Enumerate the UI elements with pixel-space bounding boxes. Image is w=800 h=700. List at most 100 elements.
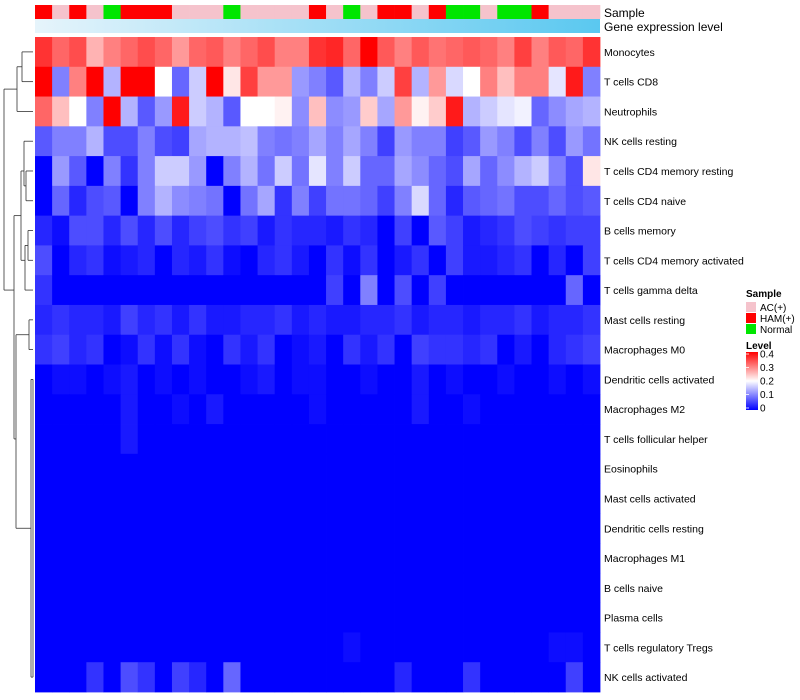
heatmap-cell <box>463 275 481 306</box>
heatmap-cell <box>531 96 550 127</box>
heatmap-cell <box>137 543 156 574</box>
heatmap-cell <box>103 572 122 604</box>
heatmap-cell <box>171 126 190 157</box>
heatmap-cell <box>445 662 464 693</box>
heatmap-cell <box>274 424 293 455</box>
heatmap-cell <box>35 185 53 217</box>
heatmap-cell <box>394 156 413 187</box>
heatmap-cell <box>308 96 327 127</box>
heatmap-cell <box>428 632 447 663</box>
heatmap-cell <box>257 304 276 336</box>
heatmap-cell <box>343 275 361 306</box>
heatmap-cell <box>223 632 241 663</box>
heatmap-cell <box>411 364 430 395</box>
heatmap-cell <box>35 245 53 276</box>
heatmap-cell <box>582 66 601 97</box>
heatmap-cell <box>206 632 224 663</box>
heatmap-cell <box>445 543 464 574</box>
heatmap-cell <box>69 602 87 633</box>
heatmap-cell <box>274 453 293 484</box>
heatmap-cell <box>291 483 310 514</box>
heatmap-cell <box>206 275 224 306</box>
heatmap-cell <box>69 66 87 97</box>
heatmap-cell <box>171 334 190 365</box>
heatmap-cell <box>257 126 276 157</box>
heatmap-cell <box>103 513 122 544</box>
heatmap-cell <box>69 453 87 484</box>
heatmap-cell <box>463 364 481 395</box>
heatmap-cell <box>86 572 104 604</box>
heatmap-cell <box>463 483 481 514</box>
heatmap-cell <box>463 424 481 455</box>
heatmap-cell <box>497 37 515 68</box>
sample-annotation-cell <box>565 5 584 19</box>
heatmap-cell <box>548 126 567 157</box>
sample-annotation-cell <box>154 5 173 19</box>
heatmap-cell <box>548 513 567 544</box>
heatmap-cell <box>206 185 224 217</box>
heatmap-cell <box>326 245 344 276</box>
heatmap-cell <box>326 304 344 336</box>
heatmap-cell <box>206 66 224 97</box>
heatmap-cell <box>103 96 122 127</box>
heatmap-cell <box>565 304 584 336</box>
sample-annotation-cell <box>35 5 53 19</box>
heatmap-cell <box>343 424 361 455</box>
heatmap-cell <box>497 453 515 484</box>
sample-legend-title: Sample <box>746 289 782 300</box>
heatmap-cell <box>240 602 258 633</box>
heatmap-cell <box>480 632 498 663</box>
heatmap-cell <box>411 662 430 693</box>
heatmap-cell <box>360 453 378 484</box>
heatmap-cell <box>308 424 327 455</box>
sample-annotation-cell <box>326 5 344 19</box>
heatmap-cell <box>171 96 190 127</box>
heatmap-cell <box>257 364 276 395</box>
heatmap-cell <box>360 126 378 157</box>
heatmap-cell <box>189 424 207 455</box>
sample-annotation-cell <box>463 5 481 19</box>
heatmap-cell <box>120 572 139 604</box>
heatmap-cell <box>171 156 190 187</box>
row-label: T cells regulatory Tregs <box>604 642 713 654</box>
heatmap-cell <box>308 394 327 425</box>
sample-legend: Sample AC(+)HAM(+)Normal <box>746 289 795 336</box>
heatmap-cell <box>531 215 550 246</box>
heatmap-cell <box>86 334 104 365</box>
heatmap-cell <box>394 424 413 455</box>
heatmap-cell <box>411 126 430 157</box>
heatmap-cell <box>377 543 395 574</box>
heatmap-cell <box>360 513 378 544</box>
sample-annotation-cell <box>274 5 293 19</box>
heatmap-cell <box>291 513 310 544</box>
heatmap-cell <box>274 632 293 663</box>
heatmap-cell <box>497 632 515 663</box>
heatmap-cell <box>326 602 344 633</box>
heatmap-cell <box>308 245 327 276</box>
heatmap-cell <box>86 453 104 484</box>
sample-legend-label: HAM(+) <box>760 314 795 325</box>
heatmap-cell <box>86 126 104 157</box>
heatmap-cell <box>308 572 327 604</box>
heatmap-cell <box>120 632 139 663</box>
heatmap-cell <box>223 185 241 217</box>
heatmap-cell <box>514 543 532 574</box>
heatmap-cell <box>171 304 190 336</box>
heatmap-cell <box>326 632 344 663</box>
heatmap-cell <box>137 364 156 395</box>
heatmap-cell <box>480 513 498 544</box>
heatmap-cell <box>189 66 207 97</box>
heatmap-cell <box>343 66 361 97</box>
heatmap-cell <box>394 185 413 217</box>
sample-annotation-cell <box>394 5 412 19</box>
heatmap-cell <box>445 334 464 365</box>
heatmap-cell <box>103 304 122 336</box>
heatmap-cell <box>86 543 104 574</box>
heatmap-cell <box>86 37 104 68</box>
heatmap-cell <box>326 483 344 514</box>
heatmap-cell <box>154 602 173 633</box>
heatmap-cell <box>326 453 344 484</box>
heatmap-cell <box>154 156 173 187</box>
heatmap-cell <box>531 364 550 395</box>
heatmap-cell <box>154 66 173 97</box>
